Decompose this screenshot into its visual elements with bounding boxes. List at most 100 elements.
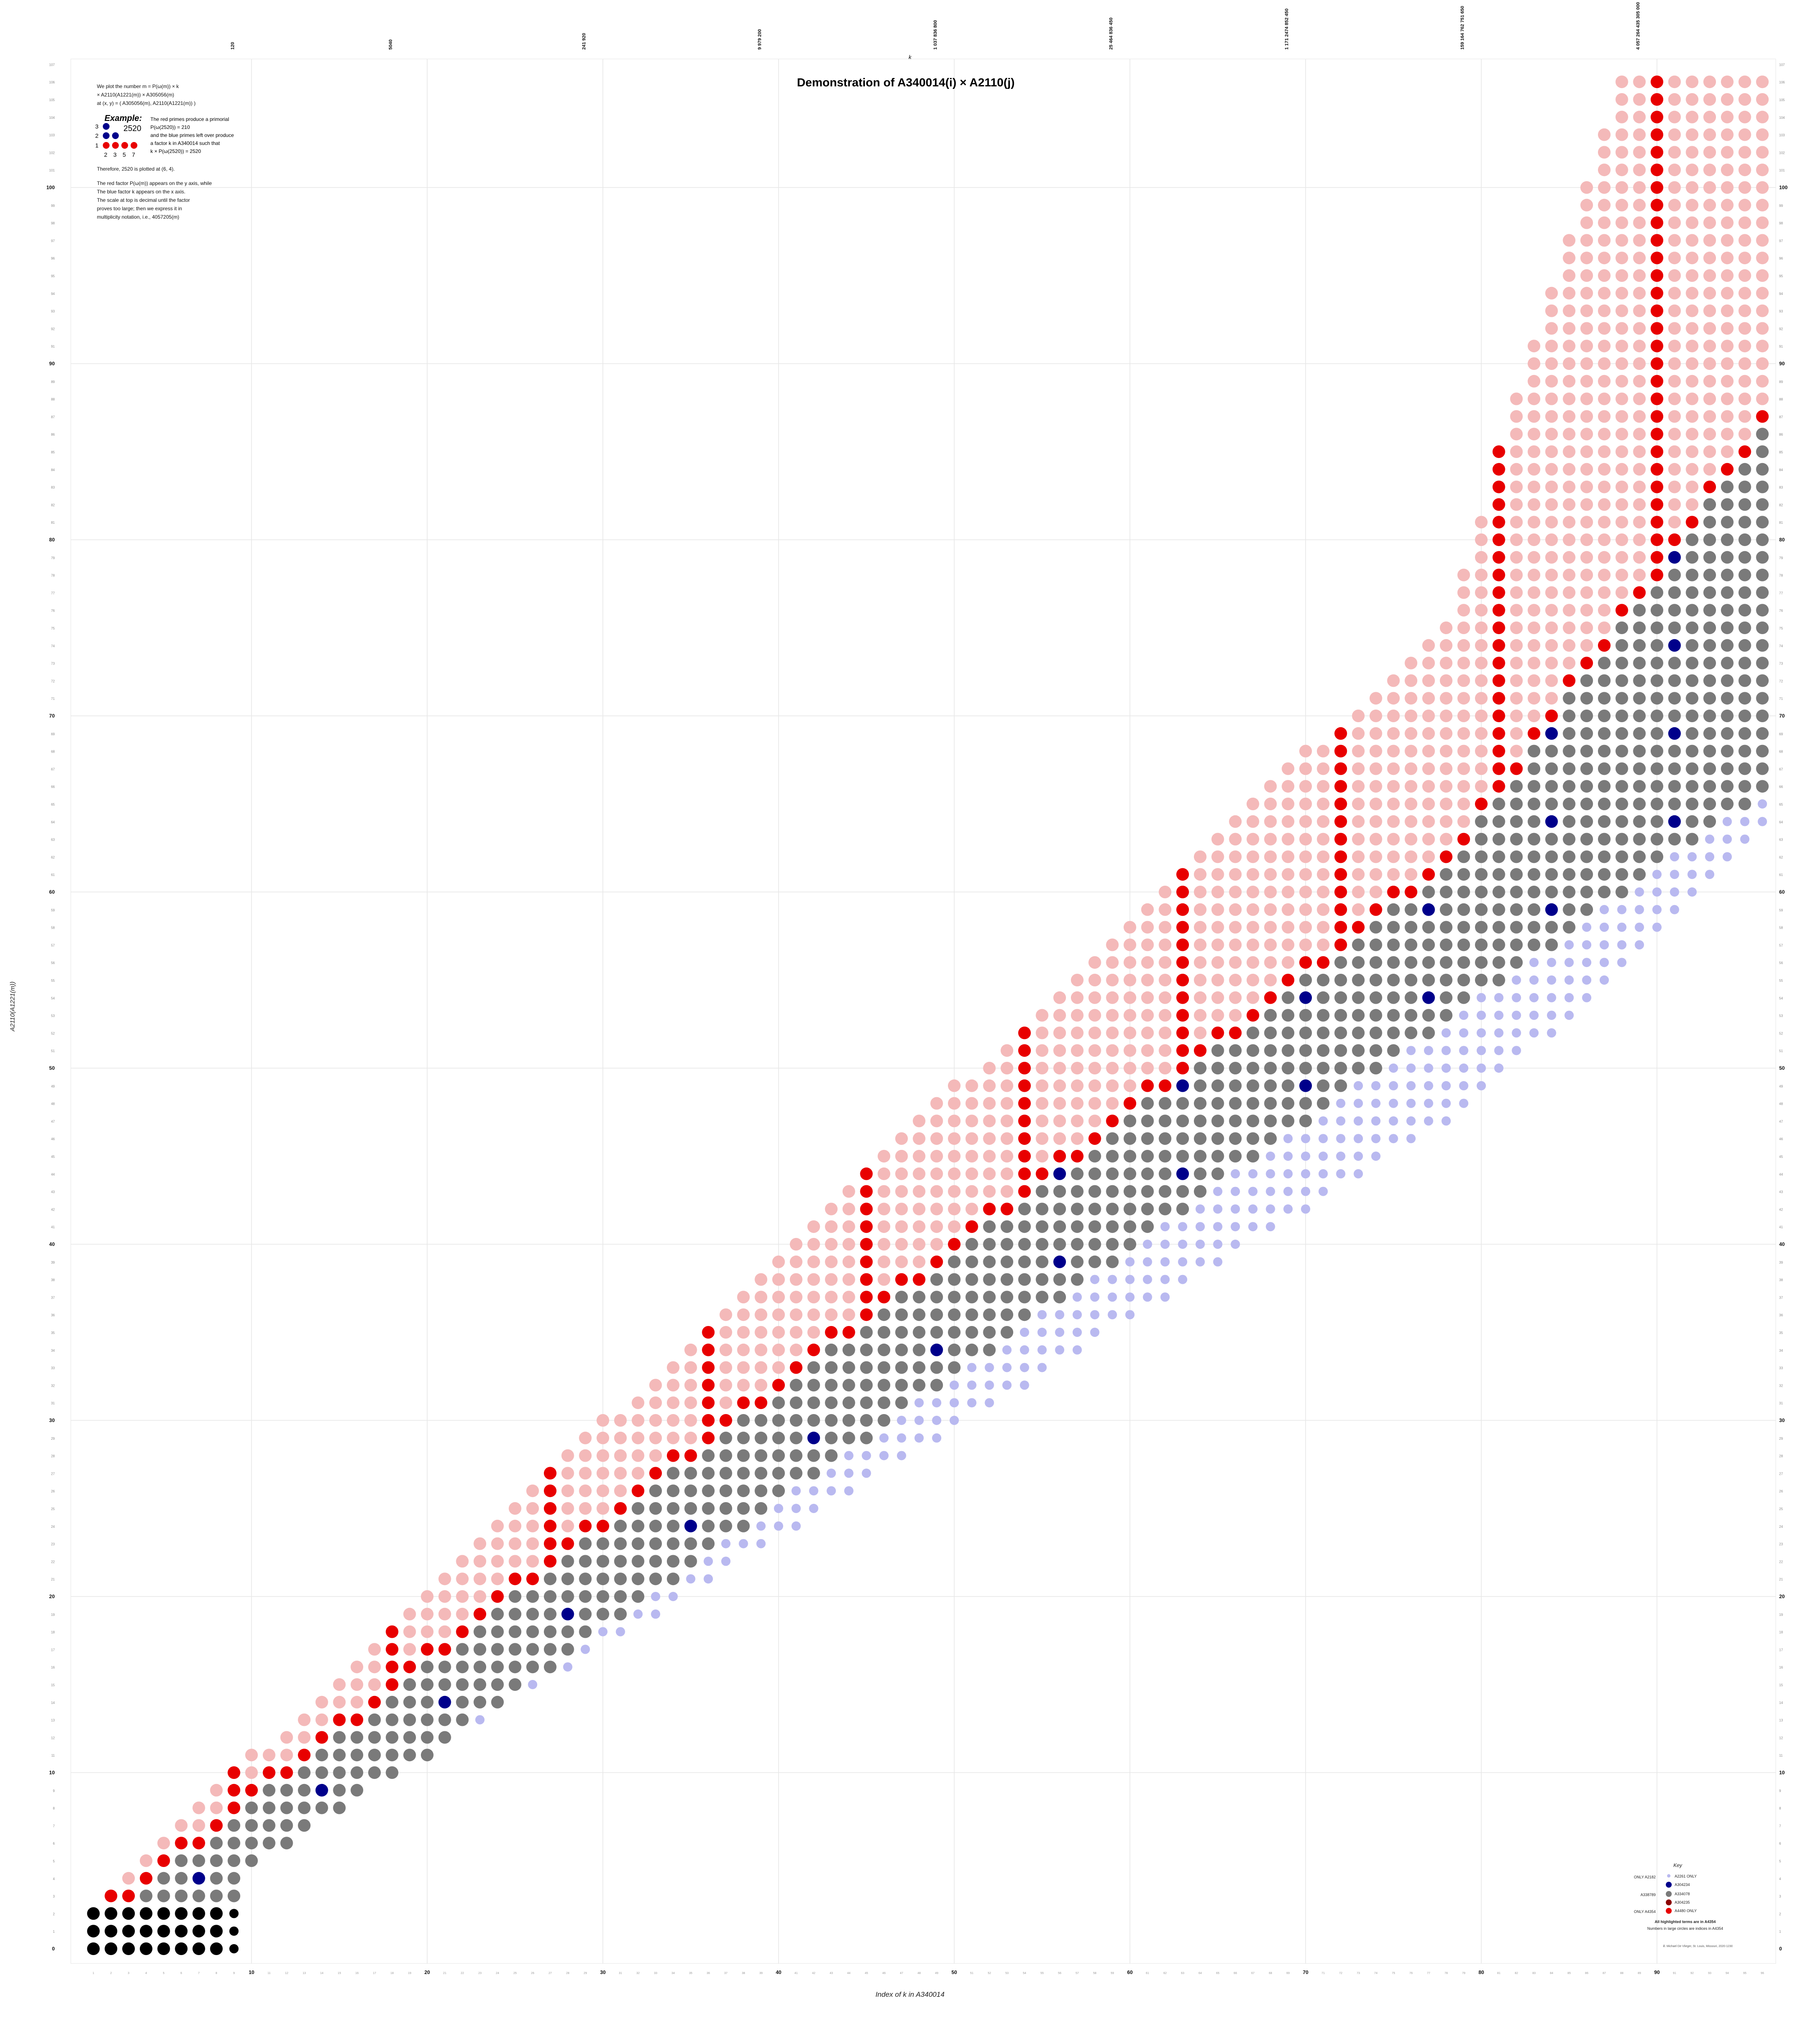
data-point [1457,692,1470,705]
data-point [1459,1081,1469,1090]
data-point [684,1361,697,1374]
legend-swatch [1666,1882,1672,1888]
data-point [1336,1116,1346,1126]
y-tick-label: 42 [1779,1208,1783,1211]
data-point [1176,868,1189,881]
data-point [1721,498,1734,511]
data-point [1369,745,1382,758]
data-point [965,1326,978,1339]
data-point [438,1713,451,1726]
data-point [702,1379,715,1392]
y-tick-label: 18 [51,1631,55,1634]
data-point [1301,1204,1310,1214]
data-point [1652,887,1662,897]
data-point [1756,287,1769,300]
data-point [1282,798,1295,810]
data-point [1738,392,1751,405]
data-point [1510,463,1523,476]
data-point [597,1537,609,1550]
data-point [1211,974,1224,986]
data-point [1231,1187,1240,1196]
data-point [315,1766,328,1779]
data-point [1406,1098,1416,1108]
data-point [1369,903,1382,916]
data-point [1334,1062,1347,1074]
data-point [456,1590,469,1603]
data-point [1178,1275,1188,1284]
data-point [1317,815,1330,828]
y-tick-label: 22 [51,1560,55,1564]
data-point [1213,1257,1223,1267]
data-point [1440,780,1453,793]
data-point [1299,1097,1312,1110]
data-point [1545,357,1558,370]
y-tick-label: 42 [51,1208,55,1211]
data-point [597,1431,609,1444]
data-point [1176,1150,1189,1163]
data-point [791,1521,801,1531]
data-point [614,1537,627,1550]
data-point [175,1942,188,1955]
y-tick-label: 23 [1779,1543,1783,1546]
data-point [581,1645,590,1654]
data-point [1124,974,1136,986]
data-point [1633,780,1646,793]
data-point [1615,745,1628,758]
data-point [1352,727,1365,740]
data-point [1422,727,1435,740]
data-point [474,1661,487,1674]
data-point [1246,1062,1259,1074]
data-point [1651,639,1663,652]
data-point [1211,850,1224,863]
y-tick-label: 53 [1779,1014,1783,1018]
data-point [1563,903,1576,916]
data-point [632,1572,645,1586]
data-point [755,1467,768,1480]
data-point [985,1398,994,1408]
data-point [1352,780,1365,793]
data-point [1440,710,1453,722]
data-point [1457,780,1470,793]
data-point [351,1731,364,1744]
data-point [262,1766,276,1779]
data-point [1633,181,1646,194]
data-point [1756,181,1769,194]
data-point [474,1696,487,1709]
data-point [1475,833,1488,846]
data-point [1686,198,1699,212]
data-point [1352,956,1365,969]
data-point [1668,93,1681,106]
data-point [1143,1240,1152,1249]
y-tick-label: 11 [51,1754,55,1757]
data-point [579,1537,592,1550]
data-point [1651,656,1663,670]
data-point [1194,1079,1207,1092]
data-point [948,1308,961,1321]
x-tick-label: 41 [795,1972,798,1975]
data-point [1510,815,1523,828]
data-point [1668,621,1681,634]
data-point [1756,498,1769,511]
data-point [1143,1257,1152,1267]
y-tick-label: 40 [49,1241,55,1247]
data-point [1457,921,1470,934]
y-tick-label: 21 [1779,1578,1783,1581]
data-point [684,1379,697,1392]
example-row-label: 2 [95,132,99,139]
data-point [1422,780,1435,793]
data-point [1492,621,1505,634]
data-point [614,1590,627,1603]
data-point [807,1414,820,1427]
data-point [1510,833,1523,846]
data-point [1264,868,1277,881]
data-point [913,1220,926,1233]
data-point [509,1502,522,1515]
data-point [1124,956,1136,969]
y-tick-label: 59 [1779,908,1783,912]
data-point [1317,991,1330,1004]
data-point [1598,357,1611,370]
data-point [1160,1257,1170,1267]
data-point [157,1942,170,1955]
data-point [668,1592,678,1601]
data-point [1738,410,1751,423]
